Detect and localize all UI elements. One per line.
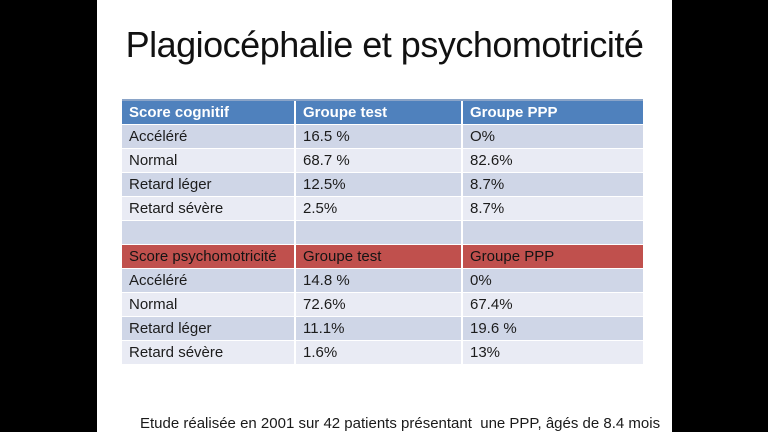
table-cell <box>463 221 643 244</box>
table-cell: 16.5 % <box>296 125 461 148</box>
table-spacer-row <box>122 221 643 244</box>
table-row: Normal 72.6% 67.4% <box>122 293 643 316</box>
table-cell: 14.8 % <box>296 269 461 292</box>
table-cell: Normal <box>122 293 294 316</box>
slide-title: Plagiocéphalie et psychomotricité <box>125 24 644 65</box>
table-row: Retard léger 12.5% 8.7% <box>122 173 643 196</box>
table-row: Accéléré 16.5 % O% <box>122 125 643 148</box>
table-cell: 72.6% <box>296 293 461 316</box>
table-cell: Retard léger <box>122 173 294 196</box>
table-cell: Retard léger <box>122 317 294 340</box>
letterbox-right-bar <box>671 0 768 432</box>
table-header-cell: Groupe PPP <box>463 245 643 268</box>
table-cell: 12.5% <box>296 173 461 196</box>
table-cell <box>296 221 461 244</box>
table-cell: 0% <box>463 269 643 292</box>
table-row: Retard sévère 2.5% 8.7% <box>122 197 643 220</box>
table-header-cell: Score cognitif <box>122 101 294 124</box>
table-row: Retard sévère 1.6% 13% <box>122 341 643 364</box>
table-header-cell: Groupe PPP <box>463 101 643 124</box>
table-cell: 8.7% <box>463 173 643 196</box>
table-header-row: Score psychomotricité Groupe test Groupe P… <box>122 245 643 268</box>
table-cell: Normal <box>122 149 294 172</box>
footnote-line-1: Etude réalisée en 2001 sur 42 patients p… <box>140 415 661 432</box>
table-cell: 68.7 % <box>296 149 461 172</box>
table-cell: Accéléré <box>122 125 294 148</box>
table-cell: 1.6% <box>296 341 461 364</box>
table-cell: Accéléré <box>122 269 294 292</box>
table-header-row: Score cognitif Groupe test Groupe PPP <box>122 101 643 124</box>
slide-footnote: Etude réalisée en 2001 sur 42 patients p… <box>140 374 660 432</box>
table-row: Accéléré 14.8 % 0% <box>122 269 643 292</box>
table-cell: 8.7% <box>463 197 643 220</box>
table-cell: 19.6 % <box>463 317 643 340</box>
table-row: Normal 68.7 % 82.6% <box>122 149 643 172</box>
letterbox-left-bar <box>0 0 97 432</box>
table-cell <box>122 221 294 244</box>
presentation-slide: Plagiocéphalie et psychomotricité Score … <box>97 0 672 432</box>
table-cell: Retard sévère <box>122 197 294 220</box>
results-table: Score cognitif Groupe test Groupe PPP Accél… <box>122 99 643 365</box>
table-cell: O% <box>463 125 643 148</box>
table-row: Retard léger 11.1% 19.6 % <box>122 317 643 340</box>
table-cell: 67.4% <box>463 293 643 316</box>
table-cell: Retard sévère <box>122 341 294 364</box>
table-header-cell: Score psychomotricité <box>122 245 294 268</box>
table-cell: 11.1% <box>296 317 461 340</box>
table-cell: 82.6% <box>463 149 643 172</box>
table-header-cell: Groupe test <box>296 101 461 124</box>
table-cell: 2.5% <box>296 197 461 220</box>
table-cell: 13% <box>463 341 643 364</box>
table-header-cell: Groupe test <box>296 245 461 268</box>
